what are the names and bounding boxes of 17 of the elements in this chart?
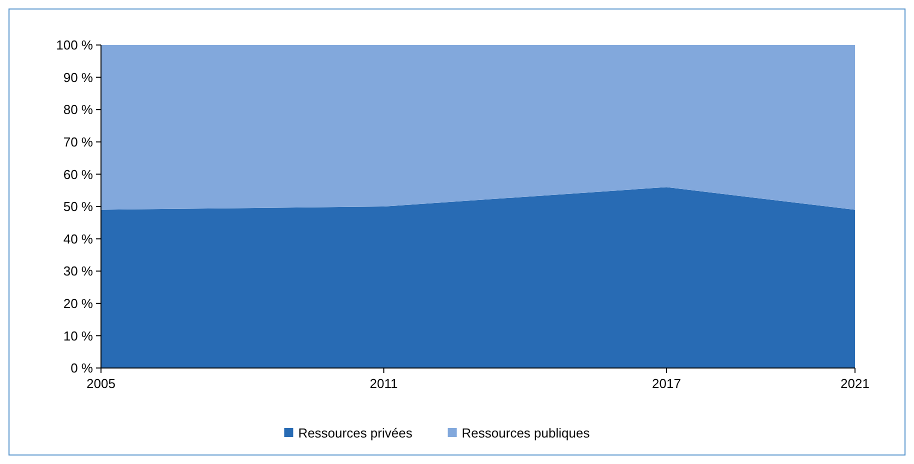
y-tick-label: 40 % bbox=[63, 231, 94, 246]
x-tick-label: 2021 bbox=[840, 376, 870, 391]
y-tick-label: 0 % bbox=[70, 360, 94, 376]
y-tick-label: 10 % bbox=[63, 328, 94, 344]
x-tick-label: 2005 bbox=[86, 376, 116, 391]
x-tick-label: 2017 bbox=[652, 376, 681, 391]
legend-label: Ressources publiques bbox=[462, 426, 590, 441]
y-tick-label: 70 % bbox=[63, 134, 94, 150]
y-tick-label: 100 % bbox=[56, 38, 94, 53]
y-tick-label: 80 % bbox=[63, 102, 94, 118]
y-tick-label: 30 % bbox=[63, 264, 94, 279]
legend-label: Ressources privées bbox=[298, 426, 413, 441]
x-tick-label: 2011 bbox=[370, 376, 398, 391]
y-tick-label: 20 % bbox=[63, 296, 94, 311]
y-tick-label: 50 % bbox=[63, 199, 94, 214]
y-tick-label: 90 % bbox=[63, 70, 94, 85]
y-tick-label: 60 % bbox=[63, 166, 94, 182]
